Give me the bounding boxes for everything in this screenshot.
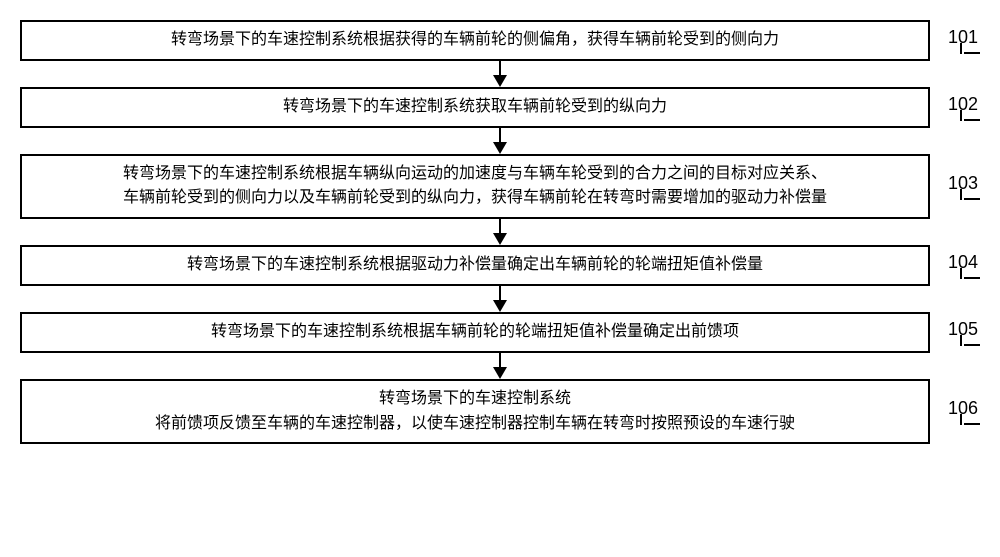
- flow-arrow: [20, 353, 980, 379]
- step-number-wrap: 105: [930, 319, 980, 346]
- flow-arrow: [20, 219, 980, 245]
- step-box-103: 转弯场景下的车速控制系统根据车辆纵向运动的加速度与车辆车轮受到的合力之间的目标对…: [20, 154, 930, 220]
- flow-step: 转弯场景下的车速控制系统根据车辆前轮的轮端扭矩值补偿量确定出前馈项 105: [20, 312, 980, 353]
- step-box-105: 转弯场景下的车速控制系统根据车辆前轮的轮端扭矩值补偿量确定出前馈项: [20, 312, 930, 353]
- step-number: 105: [930, 319, 980, 340]
- step-number-leader: [964, 198, 980, 200]
- step-number: 106: [930, 398, 980, 419]
- flow-step: 转弯场景下的车速控制系统根据获得的车辆前轮的侧偏角，获得车辆前轮受到的侧向力 1…: [20, 20, 980, 61]
- step-number: 103: [930, 173, 980, 194]
- step-box-102: 转弯场景下的车速控制系统获取车辆前轮受到的纵向力: [20, 87, 930, 128]
- step-number-leader: [964, 277, 980, 279]
- step-text: 车辆前轮受到的侧向力以及车辆前轮受到的纵向力，获得车辆前轮在转弯时需要增加的驱动…: [32, 186, 918, 211]
- flow-step: 转弯场景下的车速控制系统 将前馈项反馈至车辆的车速控制器，以使车速控制器控制车辆…: [20, 379, 980, 445]
- step-number-leader: [964, 344, 980, 346]
- step-number-leader: [964, 52, 980, 54]
- step-number-wrap: 103: [930, 173, 980, 200]
- flow-arrow: [20, 128, 980, 154]
- step-text: 将前馈项反馈至车辆的车速控制器，以使车速控制器控制车辆在转弯时按照预设的车速行驶: [32, 412, 918, 437]
- step-box-101: 转弯场景下的车速控制系统根据获得的车辆前轮的侧偏角，获得车辆前轮受到的侧向力: [20, 20, 930, 61]
- flow-arrow: [20, 61, 980, 87]
- step-number-wrap: 106: [930, 398, 980, 425]
- flow-step: 转弯场景下的车速控制系统根据驱动力补偿量确定出车辆前轮的轮端扭矩值补偿量 104: [20, 245, 980, 286]
- flow-step: 转弯场景下的车速控制系统根据车辆纵向运动的加速度与车辆车轮受到的合力之间的目标对…: [20, 154, 980, 220]
- step-number: 102: [930, 94, 980, 115]
- step-box-104: 转弯场景下的车速控制系统根据驱动力补偿量确定出车辆前轮的轮端扭矩值补偿量: [20, 245, 930, 286]
- flowchart-container: 转弯场景下的车速控制系统根据获得的车辆前轮的侧偏角，获得车辆前轮受到的侧向力 1…: [20, 20, 980, 444]
- step-text: 转弯场景下的车速控制系统根据车辆前轮的轮端扭矩值补偿量确定出前馈项: [32, 320, 918, 345]
- step-number: 101: [930, 27, 980, 48]
- step-text: 转弯场景下的车速控制系统: [32, 387, 918, 412]
- step-text: 转弯场景下的车速控制系统获取车辆前轮受到的纵向力: [32, 95, 918, 120]
- step-box-106: 转弯场景下的车速控制系统 将前馈项反馈至车辆的车速控制器，以使车速控制器控制车辆…: [20, 379, 930, 445]
- step-text: 转弯场景下的车速控制系统根据获得的车辆前轮的侧偏角，获得车辆前轮受到的侧向力: [32, 28, 918, 53]
- step-number-leader: [964, 423, 980, 425]
- step-number: 104: [930, 252, 980, 273]
- step-number-wrap: 101: [930, 27, 980, 54]
- flow-arrow: [20, 286, 980, 312]
- step-text: 转弯场景下的车速控制系统根据车辆纵向运动的加速度与车辆车轮受到的合力之间的目标对…: [32, 162, 918, 187]
- step-number-wrap: 104: [930, 252, 980, 279]
- flow-step: 转弯场景下的车速控制系统获取车辆前轮受到的纵向力 102: [20, 87, 980, 128]
- step-text: 转弯场景下的车速控制系统根据驱动力补偿量确定出车辆前轮的轮端扭矩值补偿量: [32, 253, 918, 278]
- step-number-wrap: 102: [930, 94, 980, 121]
- step-number-leader: [964, 119, 980, 121]
